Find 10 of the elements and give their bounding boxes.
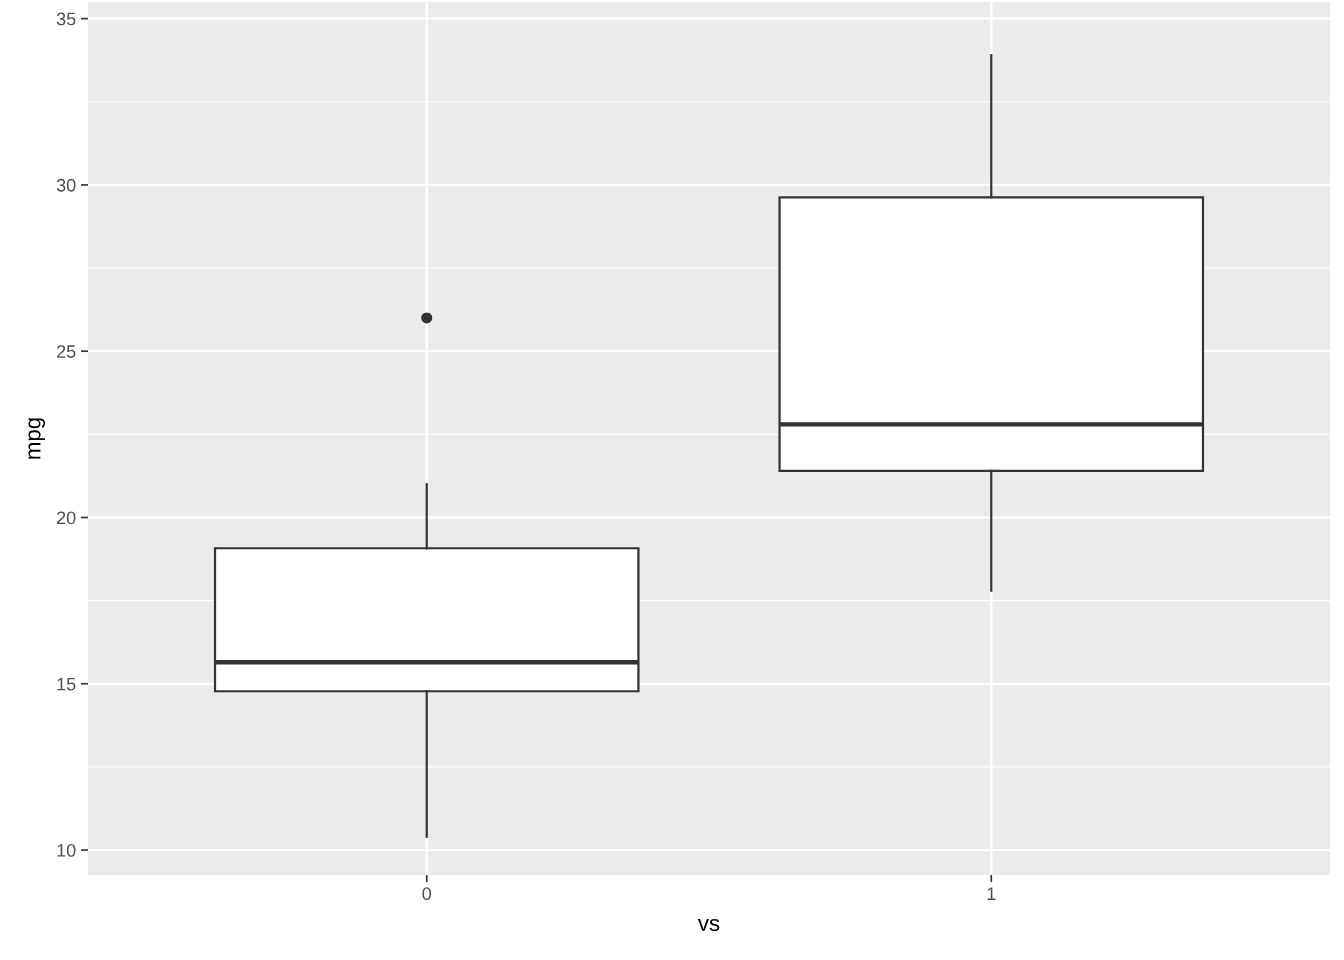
y-tick-label: 25 (57, 345, 76, 358)
y-axis-title: mpg (28, 418, 45, 459)
y-tick-label: 20 (57, 511, 76, 525)
x-tick-label: 1 (987, 887, 996, 900)
y-tick-label: 30 (56, 178, 76, 192)
y-tick-label: 15 (57, 677, 76, 691)
y-tick-label: 10 (57, 843, 76, 857)
x-axis-title: vs (697, 918, 720, 932)
y-tick-label: 35 (56, 12, 76, 26)
x-tick-label: 0 (422, 887, 432, 901)
